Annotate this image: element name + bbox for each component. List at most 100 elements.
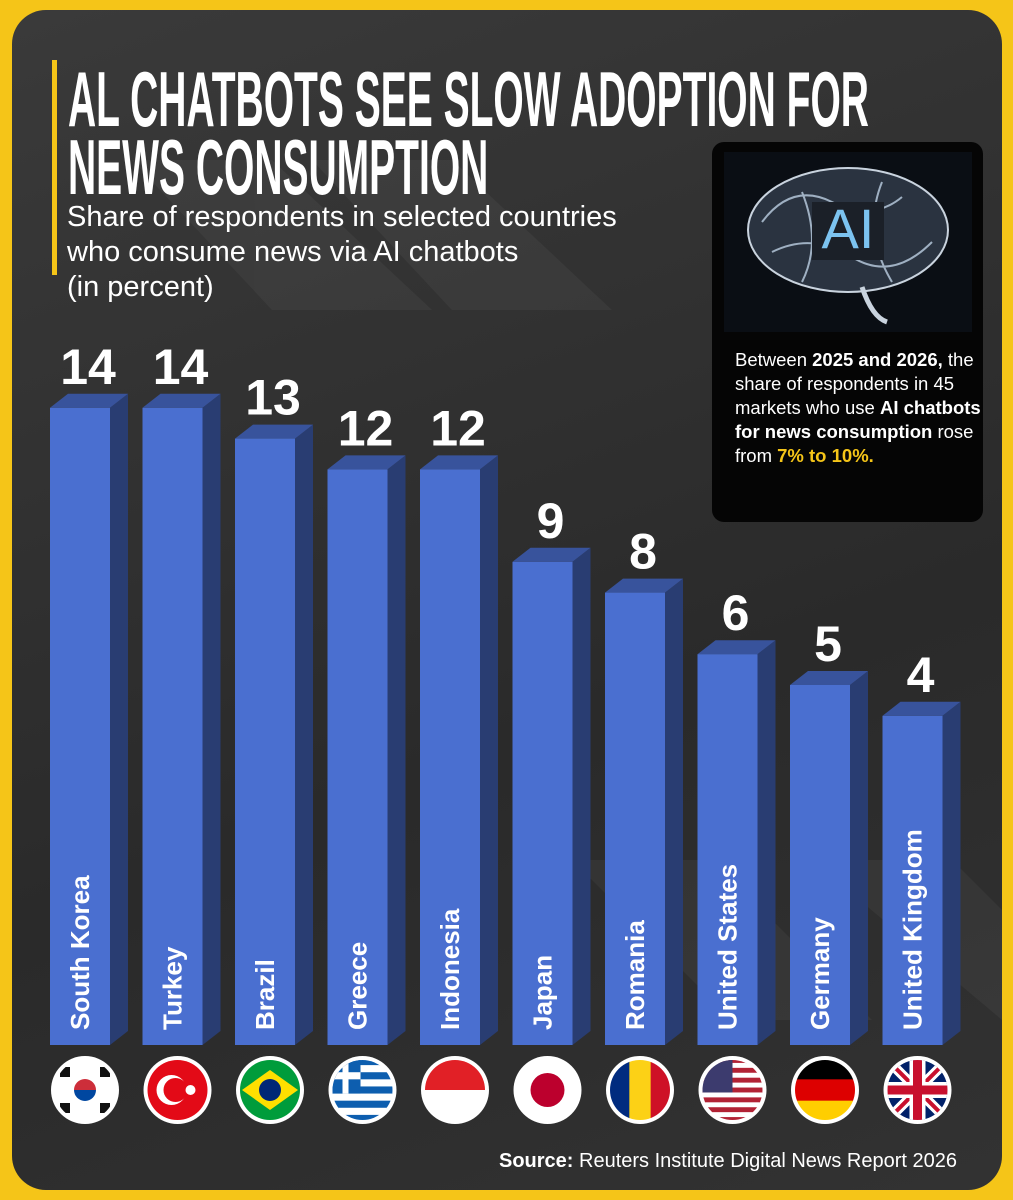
flag-stripe (332, 1060, 393, 1066)
bar (50, 407, 110, 1045)
flag (610, 1060, 670, 1120)
bar-side (480, 455, 498, 1045)
bar (235, 438, 295, 1046)
bar-top (605, 578, 683, 593)
source-text: Reuters Institute Digital News Report 20… (579, 1150, 957, 1172)
value-label: 13 (245, 370, 301, 426)
flag-star (185, 1085, 196, 1095)
info-text: Between 2025 and 2026, the share of resp… (735, 348, 983, 468)
info-segment: AI chatbots for news consumption (735, 397, 981, 442)
flag-band (629, 1060, 652, 1120)
flag-trigram (60, 1067, 70, 1077)
flag (795, 1060, 855, 1120)
category-label: Japan (528, 955, 558, 1030)
info-segment: Between (735, 349, 813, 370)
value-label: 5 (814, 616, 842, 672)
flag-globe (259, 1079, 281, 1101)
brain-stem (859, 286, 888, 325)
category-label: United States (713, 864, 743, 1030)
chart: 14 South Korea 14 Turkey 13 Brazil 12 Greece 12 I… (50, 160, 1002, 1124)
flag-stripe (332, 1114, 393, 1120)
info-segment: the share of respondents in 45 markets w… (735, 349, 974, 418)
subtitle-line: Share of respondents in selected countri… (67, 201, 617, 233)
flag (332, 1060, 393, 1120)
bar (512, 561, 573, 1045)
flag-cross (342, 1060, 349, 1094)
source-label: Source: (499, 1150, 574, 1172)
flag-trigram (100, 1103, 110, 1113)
flag-band (610, 1060, 630, 1120)
bar (420, 469, 480, 1045)
category-label: Brazil (250, 959, 280, 1030)
bar-side (665, 578, 683, 1045)
category-label: Greece (343, 942, 373, 1030)
value-label: 9 (537, 493, 565, 549)
flag-stripe (332, 1072, 393, 1080)
flag-taeguk (74, 1079, 96, 1090)
flag-band (795, 1100, 855, 1120)
flag-stripe (702, 1102, 763, 1108)
bar (790, 685, 850, 1045)
bar-side (110, 393, 128, 1045)
bar-top (697, 640, 776, 655)
flag-band (795, 1079, 855, 1102)
flag-stripe (702, 1107, 763, 1113)
bar-side (942, 701, 961, 1045)
flag-stripe (332, 1065, 393, 1073)
brain-image: AI (724, 152, 972, 332)
title-accent (52, 60, 57, 275)
title-line: NEWS CONSUMPTION (68, 123, 489, 211)
bar-top (327, 455, 406, 470)
flag-trigram (100, 1067, 110, 1077)
category-label: Germany (805, 917, 835, 1030)
category-label: Indonesia (435, 908, 465, 1030)
category-label: Turkey (158, 946, 188, 1030)
bar-side (387, 455, 406, 1045)
flag-stripe (702, 1112, 763, 1118)
flag-stripe (702, 1097, 763, 1103)
flag-band (795, 1060, 855, 1080)
value-label: 12 (338, 400, 394, 456)
bar (697, 654, 758, 1045)
subtitle-line: who consume news via AI chatbots (67, 236, 519, 268)
flag-stripe (332, 1100, 393, 1109)
category-label: United Kingdom (898, 829, 928, 1030)
flag (55, 1060, 115, 1120)
bar-top (420, 455, 498, 470)
flag-stripe (332, 1093, 393, 1102)
title-line: AL CHATBOTS SEE SLOW ADOPTION FOR (68, 55, 869, 143)
subtitle-line: (in percent) (67, 271, 214, 303)
flag-band (650, 1060, 670, 1120)
flag (517, 1060, 578, 1120)
bar-side (295, 424, 313, 1046)
bar-top (50, 393, 128, 408)
bar-top (235, 424, 313, 439)
flag-stripe (332, 1107, 393, 1116)
flag-stripe (332, 1086, 393, 1095)
bar-side (850, 671, 868, 1045)
bar (605, 592, 665, 1045)
bar-side (202, 393, 221, 1045)
flag (147, 1060, 208, 1120)
flag-taeguk (74, 1090, 96, 1101)
value-label: 6 (722, 585, 750, 641)
flag-stripe (332, 1079, 393, 1087)
flag-cross (887, 1060, 948, 1120)
value-label: 8 (629, 524, 657, 580)
card: 14 South Korea 14 Turkey 13 Brazil 12 Greece 12 I… (12, 10, 1002, 1190)
flag-band (425, 1060, 485, 1090)
flag-crescent (163, 1078, 188, 1102)
bar-top (882, 701, 961, 716)
bar (142, 407, 203, 1045)
bar-side (572, 547, 591, 1045)
value-label: 12 (430, 400, 486, 456)
bar-side (757, 640, 776, 1045)
flag-trigram (60, 1103, 70, 1113)
bar-top (512, 547, 591, 562)
info-segment: 7% to 10%. (777, 445, 874, 466)
bar (327, 469, 388, 1045)
bar-top (790, 671, 868, 685)
value-label: 14 (60, 339, 116, 395)
flag (240, 1060, 300, 1120)
